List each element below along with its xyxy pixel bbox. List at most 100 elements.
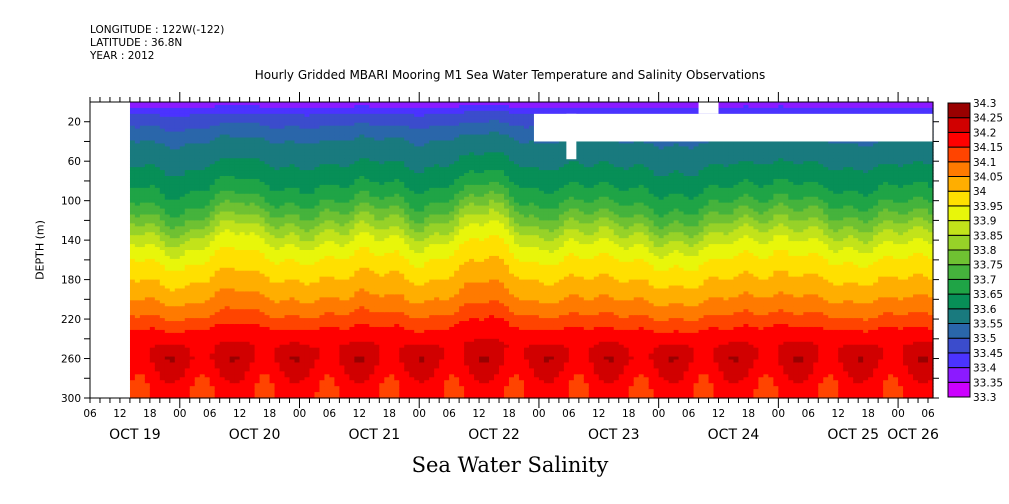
heatmap-cell <box>244 383 251 387</box>
heatmap-cell <box>209 116 216 121</box>
heatmap-cell <box>204 371 211 375</box>
heatmap-cell <box>239 294 246 298</box>
heatmap-cell <box>139 326 146 331</box>
heatmap-cell <box>259 380 266 384</box>
heatmap-cell <box>209 300 216 304</box>
heatmap-cell <box>244 244 251 248</box>
heatmap-cell <box>149 335 156 340</box>
heatmap-cell <box>229 368 236 372</box>
heatmap-cell <box>129 152 136 156</box>
heatmap-cell <box>219 238 226 242</box>
heatmap-cell <box>194 389 201 393</box>
heatmap-cell <box>194 252 201 257</box>
heatmap-cell <box>139 250 146 254</box>
heatmap-cell <box>259 184 266 189</box>
heatmap-cell <box>284 380 291 384</box>
heatmap-cell <box>249 110 256 115</box>
heatmap-cell <box>134 247 141 251</box>
heatmap-cell <box>269 113 276 118</box>
heatmap-cell <box>234 282 241 287</box>
heatmap-cell <box>284 199 291 204</box>
heatmap-cell <box>199 125 206 130</box>
heatmap-cell <box>264 104 271 109</box>
heatmap-cell <box>174 300 181 304</box>
heatmap-cell <box>244 167 251 171</box>
heatmap-cell <box>254 291 261 295</box>
heatmap-cell <box>224 371 231 375</box>
heatmap-cell <box>244 220 251 224</box>
heatmap-cell <box>264 362 271 367</box>
heatmap-cell <box>149 223 156 227</box>
heatmap-cell <box>219 347 226 352</box>
heatmap-cell <box>199 261 206 266</box>
heatmap-cell <box>159 374 166 378</box>
heatmap-cell <box>159 332 166 337</box>
heatmap-cell <box>214 389 221 393</box>
heatmap-cell <box>279 167 286 171</box>
heatmap-cell <box>209 193 216 198</box>
heatmap-cell <box>219 261 226 266</box>
heatmap-cell <box>234 350 241 355</box>
heatmap-cell <box>154 167 161 171</box>
heatmap-cell <box>154 356 161 361</box>
heatmap-cell <box>194 190 201 195</box>
heatmap-cell <box>279 303 286 307</box>
heatmap-cell <box>169 128 176 133</box>
heatmap-cell <box>219 258 226 263</box>
heatmap-cell <box>229 374 236 378</box>
heatmap-cell <box>184 173 191 177</box>
heatmap-cell <box>284 362 291 367</box>
heatmap-cell <box>144 146 151 150</box>
heatmap-cell <box>224 214 231 219</box>
heatmap-cell <box>284 395 291 399</box>
heatmap-cell <box>199 341 206 346</box>
heatmap-cell <box>154 258 161 263</box>
heatmap-cell <box>154 255 161 260</box>
heatmap-cell <box>154 371 161 375</box>
heatmap-cell <box>204 226 211 230</box>
heatmap-cell <box>169 395 176 399</box>
heatmap-cell <box>204 297 211 301</box>
heatmap-cell <box>194 211 201 216</box>
heatmap-cell <box>269 368 276 372</box>
heatmap-cell <box>234 181 241 186</box>
heatmap-cell <box>144 137 151 142</box>
heatmap-cell <box>249 377 256 381</box>
heatmap-cell <box>204 161 211 165</box>
heatmap-cell <box>199 321 206 325</box>
heatmap-cell <box>259 146 266 150</box>
heatmap-cell <box>139 294 146 298</box>
heatmap-cell <box>229 329 236 334</box>
heatmap-cell <box>209 232 216 236</box>
heatmap-cell <box>244 184 251 189</box>
heatmap-cell <box>139 119 146 124</box>
heatmap-cell <box>269 386 276 390</box>
heatmap-cell <box>234 122 241 127</box>
heatmap-cell <box>174 267 181 272</box>
heatmap-cell <box>224 104 231 109</box>
heatmap-cell <box>149 190 156 195</box>
heatmap-cell <box>164 178 171 183</box>
heatmap-cell <box>204 279 211 284</box>
heatmap-cell <box>199 184 206 189</box>
heatmap-cell <box>229 359 236 364</box>
heatmap-cell <box>154 158 161 162</box>
heatmap-cell <box>169 205 176 210</box>
heatmap-cell <box>214 315 221 319</box>
heatmap-cell <box>199 134 206 139</box>
heatmap-cell <box>259 338 266 343</box>
heatmap-cell <box>179 371 186 375</box>
heatmap-cell <box>129 356 136 361</box>
heatmap-cell <box>174 226 181 230</box>
heatmap-cell <box>134 386 141 390</box>
heatmap-cell <box>239 140 246 145</box>
heatmap-cell <box>239 146 246 150</box>
heatmap-cell <box>259 395 266 399</box>
heatmap-cell <box>184 353 191 358</box>
heatmap-cell <box>269 312 276 316</box>
heatmap-cell <box>139 371 146 375</box>
heatmap-cell <box>159 338 166 343</box>
heatmap-cell <box>194 250 201 254</box>
heatmap-cell <box>244 226 251 230</box>
heatmap-cell <box>244 321 251 325</box>
